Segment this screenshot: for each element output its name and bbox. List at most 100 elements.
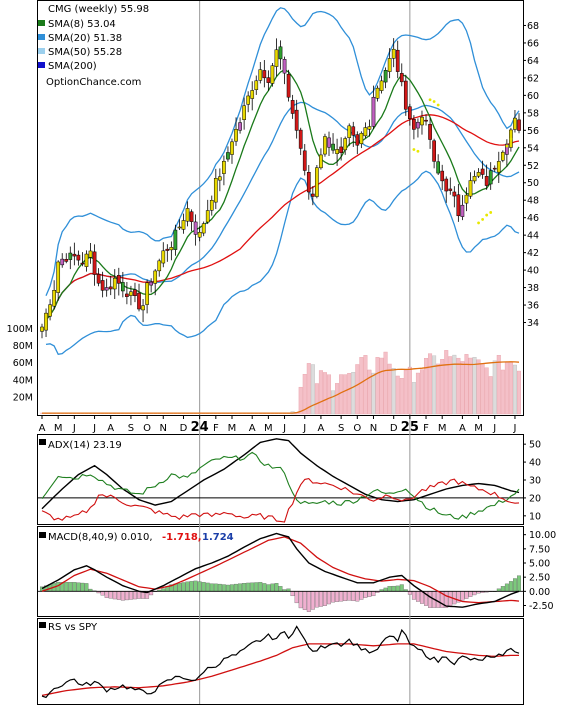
- sar-dot: [432, 100, 436, 103]
- candle-body: [234, 128, 238, 142]
- candle-body: [484, 176, 489, 186]
- volume-bar: [339, 374, 344, 415]
- macd-legend-swatch: [39, 532, 46, 538]
- candle-body: [327, 137, 331, 148]
- candle-body: [278, 46, 283, 60]
- macd-histogram-bar: [363, 591, 368, 598]
- sar-dot: [485, 213, 489, 217]
- macd-histogram-bar: [339, 591, 344, 602]
- x-axis-label: J: [92, 423, 96, 434]
- legend-swatch-sma8: [38, 20, 45, 26]
- rs-panel-frame: [37, 618, 524, 705]
- volume-bar: [488, 376, 493, 415]
- volume-bar: [472, 357, 477, 415]
- candle-body: [84, 253, 89, 267]
- x-axis-label: J: [492, 423, 496, 434]
- macd-histogram-bar: [436, 591, 441, 608]
- candle-body: [266, 77, 271, 83]
- legend-sma20: SMA(20) 51.38: [48, 33, 122, 44]
- candle-body: [185, 208, 190, 222]
- candle-body: [517, 119, 521, 131]
- volume-bar: [432, 355, 437, 415]
- macd-histogram-bar: [472, 591, 477, 596]
- candle-body: [339, 146, 343, 154]
- volume-ylabel: 100M: [7, 324, 33, 335]
- x-axis-label: 24: [191, 420, 209, 435]
- adx-ylabel: 30: [529, 476, 541, 487]
- sar-dot: [477, 221, 480, 225]
- candle-body: [424, 119, 428, 122]
- macd-histogram-bar: [367, 591, 372, 597]
- price-ytick-label: 42: [527, 248, 539, 259]
- volume-bar: [399, 378, 404, 415]
- macd-histogram-bar: [347, 591, 352, 601]
- macd-histogram-bar: [76, 582, 81, 592]
- macd-histogram-bar: [137, 591, 141, 599]
- volume-bar: [327, 374, 332, 415]
- volume-bar: [504, 362, 509, 415]
- candle-body: [315, 167, 319, 197]
- rs-line: [41, 625, 520, 699]
- macd-histogram-bar: [230, 584, 234, 592]
- macd-histogram-bar: [302, 591, 307, 610]
- x-axis-label: S: [128, 423, 134, 434]
- macd-histogram-bar: [84, 583, 89, 592]
- price-panel-frame: [37, 0, 524, 416]
- macd-histogram-bar: [254, 582, 259, 592]
- macd-histogram-bar: [116, 591, 121, 600]
- candle-body: [52, 290, 56, 307]
- macd-histogram-bar: [104, 591, 109, 598]
- price-ytick-label: 36: [527, 301, 539, 312]
- macd-histogram-bar: [327, 591, 331, 605]
- candle-body: [282, 59, 287, 74]
- candle-body: [80, 262, 85, 265]
- volume-bar: [419, 369, 424, 415]
- macd-histogram-bar: [189, 581, 194, 592]
- macd-histogram-bar: [225, 584, 230, 592]
- candle-body: [371, 96, 376, 127]
- macd-histogram-bar: [124, 591, 129, 601]
- macd-signal-value: -1.718,: [162, 532, 202, 543]
- volume-bar: [436, 363, 441, 415]
- candle-body: [64, 259, 69, 262]
- macd-histogram-bar: [185, 581, 190, 592]
- macd-histogram-bar: [387, 586, 392, 592]
- candle-body: [161, 250, 166, 264]
- candle-body: [395, 49, 400, 72]
- x-axis-label: J: [72, 423, 76, 434]
- macd-panel-frame: [37, 526, 524, 617]
- macd-histogram-bar: [238, 583, 243, 592]
- price-legend: CMG (weekly) 55.98 SMA(8) 53.04 SMA(20) …: [38, 4, 149, 88]
- candle-body: [306, 172, 311, 193]
- macd-histogram-bar: [64, 582, 69, 592]
- price-ytick-label: 40: [527, 266, 539, 277]
- macd-histogram-bar: [161, 588, 166, 592]
- candle-body: [230, 141, 234, 155]
- macd-histogram-bar: [278, 586, 283, 592]
- x-axis-label: S: [338, 423, 344, 434]
- macd-histogram-bar: [420, 591, 424, 604]
- macd-histogram-bar: [310, 591, 315, 610]
- sma20-line: [45, 101, 520, 321]
- candle-body: [92, 251, 97, 275]
- volume-bar: [363, 355, 368, 415]
- macd-histogram-bar: [460, 591, 465, 601]
- volume-bar: [314, 383, 319, 415]
- x-axis-label: O: [353, 423, 361, 434]
- candle-body: [189, 211, 194, 222]
- candle-body: [468, 180, 473, 197]
- x-axis-label: M: [474, 423, 483, 434]
- price-ytick-label: 44: [527, 231, 539, 242]
- macd-histogram-bar: [290, 591, 295, 597]
- volume-average-line: [42, 361, 520, 414]
- candle-body: [290, 100, 295, 114]
- macd-histogram-bar: [415, 591, 420, 602]
- macd-histogram-bar: [221, 584, 226, 592]
- candle-body: [343, 138, 348, 151]
- candle-body: [432, 140, 436, 162]
- price-ytick-label: 60: [527, 91, 539, 102]
- candle-body: [262, 70, 267, 79]
- volume-bar: [298, 386, 303, 415]
- candle-body: [254, 80, 259, 90]
- adx-plot: [38, 438, 523, 523]
